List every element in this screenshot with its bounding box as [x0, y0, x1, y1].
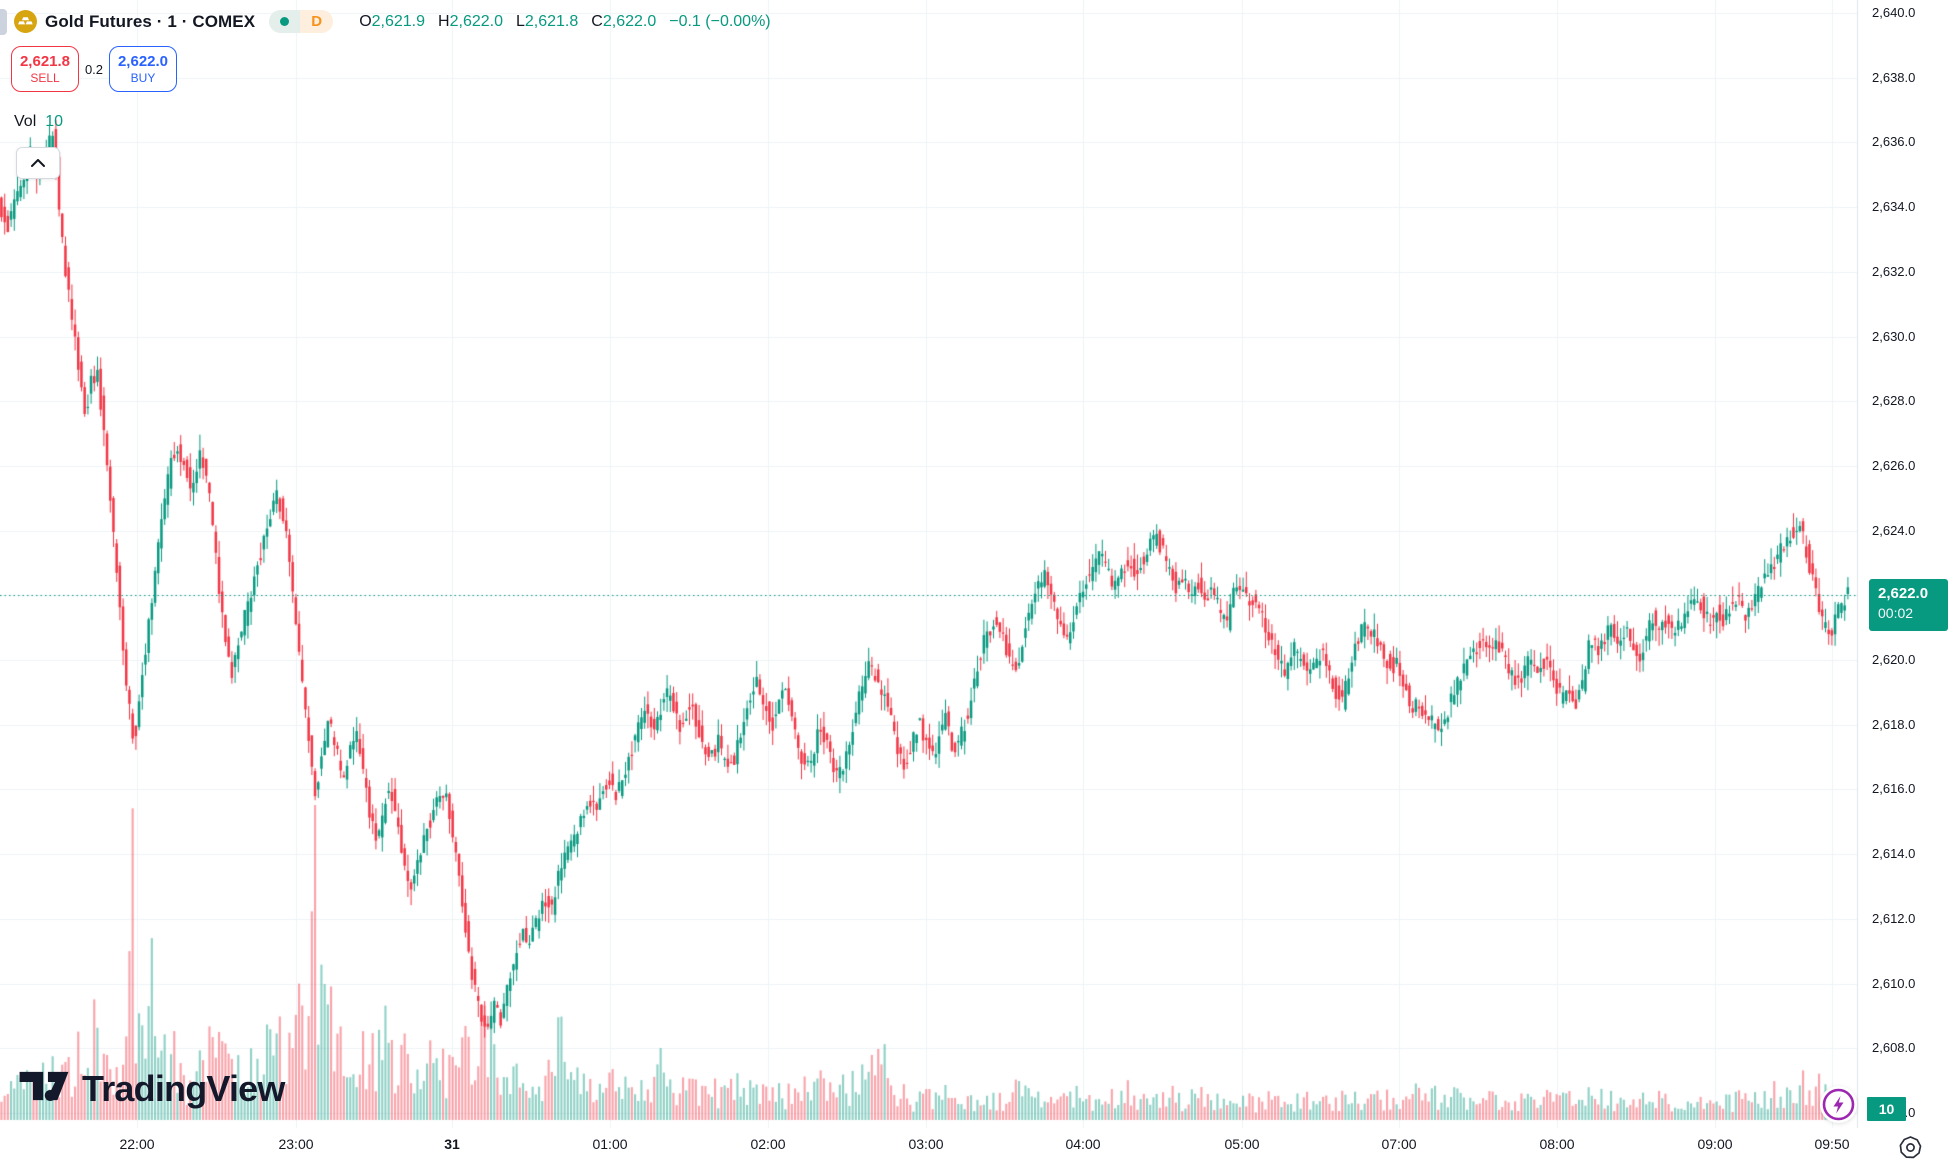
ohlc-values: O2,621.9 H2,622.0 L2,621.8 C2,622.0 −0.1 (−0…: [359, 13, 770, 31]
gold-symbol-icon: [14, 10, 37, 33]
tradingview-logo-icon: [18, 1064, 70, 1113]
time-tick: 09:50: [1814, 1136, 1850, 1152]
bar-countdown: 00:02: [1878, 605, 1914, 621]
price-tick: 2,614.0: [1872, 846, 1916, 862]
time-tick: 31: [444, 1136, 460, 1152]
time-axis[interactable]: 22:00 23:00 31 01:00 02:00 03:00 04:00 05:00 07:…: [0, 1128, 1957, 1168]
price-tick: 2,612.0: [1872, 910, 1916, 926]
ohlc-item: C2,622.0: [591, 12, 657, 30]
lightning-bolt-icon: [1822, 1088, 1855, 1121]
price-tick: 2,630.0: [1872, 328, 1916, 344]
ohlc-item: L2,621.8: [515, 12, 579, 30]
watermark-label: TradingView: [82, 1067, 285, 1109]
time-tick: 02:00: [750, 1136, 786, 1152]
current-price-badge[interactable]: 2,622.0 00:02: [1869, 579, 1948, 631]
price-tick: 2,626.0: [1872, 457, 1916, 473]
collapse-pane-button[interactable]: [16, 147, 60, 179]
buy-label: BUY: [130, 71, 156, 85]
tradingview-watermark[interactable]: TradingView: [18, 1064, 285, 1113]
price-tick: 2,624.0: [1872, 522, 1916, 538]
price-tick: 2,610.0: [1872, 975, 1916, 991]
price-tick: 2,620.0: [1872, 652, 1916, 668]
time-tick: 07:00: [1381, 1136, 1417, 1152]
gear-icon: [1899, 1136, 1922, 1159]
price-tick: 2,618.0: [1872, 716, 1916, 732]
volume-indicator-label: Vol: [14, 113, 37, 130]
volume-axis-badge: 10: [1867, 1097, 1906, 1121]
time-tick: 03:00: [908, 1136, 944, 1152]
boost-button[interactable]: [1820, 1086, 1857, 1123]
symbol-title-row: Gold Futures · 1 · COMEX D O2,621.9 H2,62…: [14, 10, 771, 33]
time-axis-settings-button[interactable]: [1897, 1134, 1924, 1161]
price-tick: 2,636.0: [1872, 134, 1916, 150]
ohlc-item: O2,621.9: [359, 12, 426, 30]
price-tick: 2,616.0: [1872, 781, 1916, 797]
price-tick: 2,638.0: [1872, 69, 1916, 85]
price-tick: 2,628.0: [1872, 393, 1916, 409]
volume-indicator-value: 10: [45, 113, 64, 130]
time-tick: 22:00: [119, 1136, 155, 1152]
buy-price: 2,622.0: [117, 53, 169, 70]
time-tick: 23:00: [278, 1136, 314, 1152]
market-status-pill[interactable]: D: [269, 10, 334, 33]
price-tick: 2,608.0: [1872, 1040, 1916, 1056]
market-open-segment: [269, 10, 301, 33]
current-price-value: 2,622.0: [1878, 585, 1929, 602]
change-value: −0.1 (−0.00%): [669, 12, 771, 30]
volume-indicator-row[interactable]: Vol 10: [14, 113, 63, 131]
chevron-up-icon: [31, 159, 45, 167]
toolbar-edge-fragment: [0, 9, 7, 35]
price-axis[interactable]: 2,640.0 2,638.0 2,636.0 2,634.0 2,632.0 2,630…: [1857, 0, 1957, 1128]
time-tick: 09:00: [1697, 1136, 1733, 1152]
time-tick: 04:00: [1065, 1136, 1101, 1152]
sell-price: 2,621.8: [19, 53, 71, 70]
sell-label: SELL: [30, 71, 60, 85]
delayed-data-badge: D: [300, 10, 334, 33]
time-tick: 05:00: [1224, 1136, 1260, 1152]
time-tick: 08:00: [1539, 1136, 1575, 1152]
spread-value: 0.2: [84, 61, 104, 77]
buy-button[interactable]: 2,622.0 BUY: [109, 46, 177, 92]
ohlc-item: H2,622.0: [438, 12, 503, 30]
sell-button[interactable]: 2,621.8 SELL: [11, 46, 79, 92]
trade-buttons-row: 2,621.8 SELL 0.2 2,622.0 BUY: [11, 46, 177, 92]
price-tick: 2,634.0: [1872, 199, 1916, 215]
symbol-title[interactable]: Gold Futures · 1 · COMEX: [45, 11, 256, 31]
price-tick: 2,632.0: [1872, 263, 1916, 279]
price-tick: 2,640.0: [1872, 5, 1916, 20]
time-tick: 01:00: [592, 1136, 628, 1152]
market-status-dot-icon: [280, 17, 290, 26]
